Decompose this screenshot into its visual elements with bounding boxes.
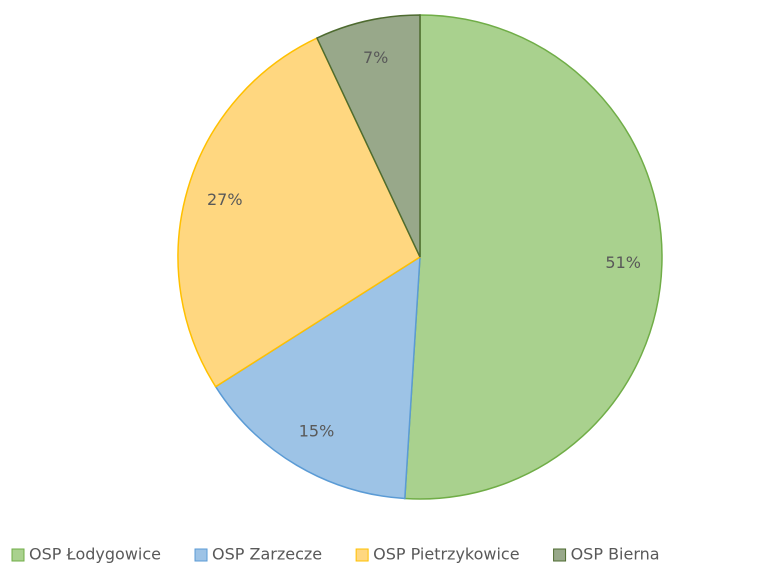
legend-label: OSP Łodygowice: [29, 545, 161, 564]
data-label: 27%: [207, 190, 243, 209]
data-label: 15%: [299, 421, 335, 440]
pie-slice: [315, 14, 421, 258]
data-label: 7%: [363, 48, 388, 67]
pie-slice: [404, 14, 663, 500]
legend-swatch: [355, 548, 369, 562]
legend-swatch: [194, 548, 208, 562]
legend-swatch: [11, 548, 25, 562]
legend-label: OSP Zarzecze: [212, 545, 322, 564]
legend-label: OSP Pietrzykowice: [373, 545, 519, 564]
pie-slice: [214, 255, 421, 500]
data-label: 51%: [605, 253, 641, 272]
pie-slice: [177, 37, 421, 388]
legend-swatch: [553, 548, 567, 562]
legend-label: OSP Bierna: [571, 545, 660, 564]
